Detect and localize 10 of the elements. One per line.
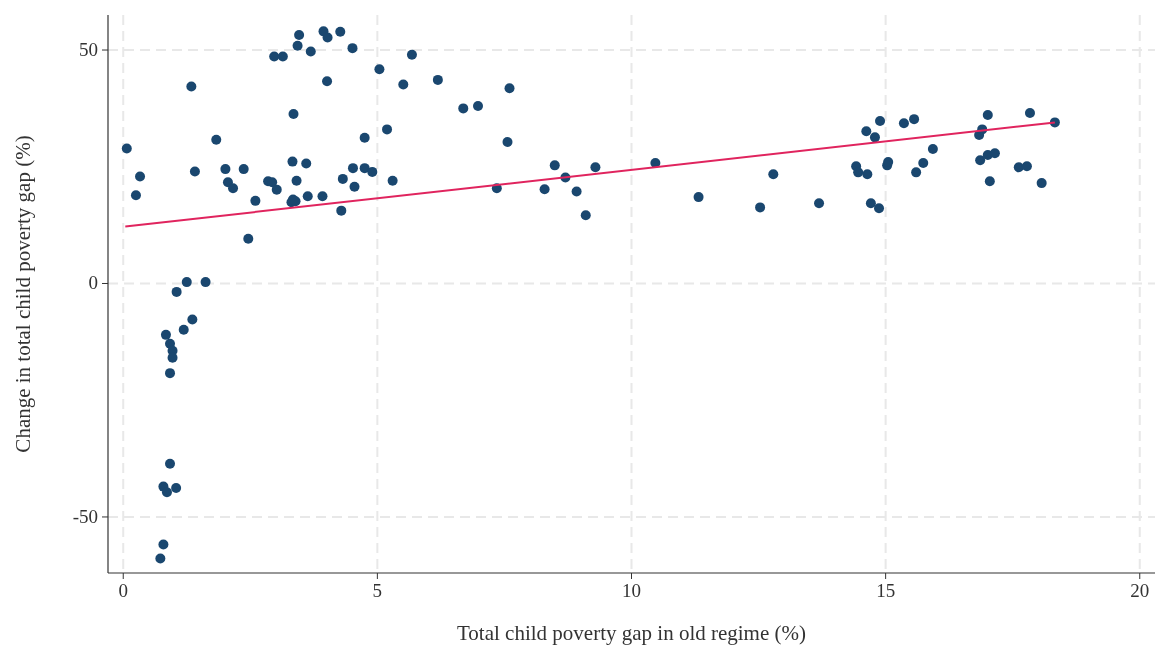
x-tick-label: 5: [372, 580, 383, 601]
y-axis-title: Change in total child poverty gap (%): [11, 135, 35, 453]
x-tick-label: 20: [1130, 580, 1150, 601]
x-axis-title: Total child poverty gap in old regime (%): [456, 621, 807, 645]
x-tick-label: 10: [622, 580, 641, 601]
x-tick-label: 0: [118, 580, 128, 601]
y-tick-label: -50: [72, 505, 98, 527]
y-tick-label: 0: [88, 272, 98, 294]
x-tick-label: 15: [876, 580, 896, 601]
y-tick-label: 50: [79, 39, 98, 61]
